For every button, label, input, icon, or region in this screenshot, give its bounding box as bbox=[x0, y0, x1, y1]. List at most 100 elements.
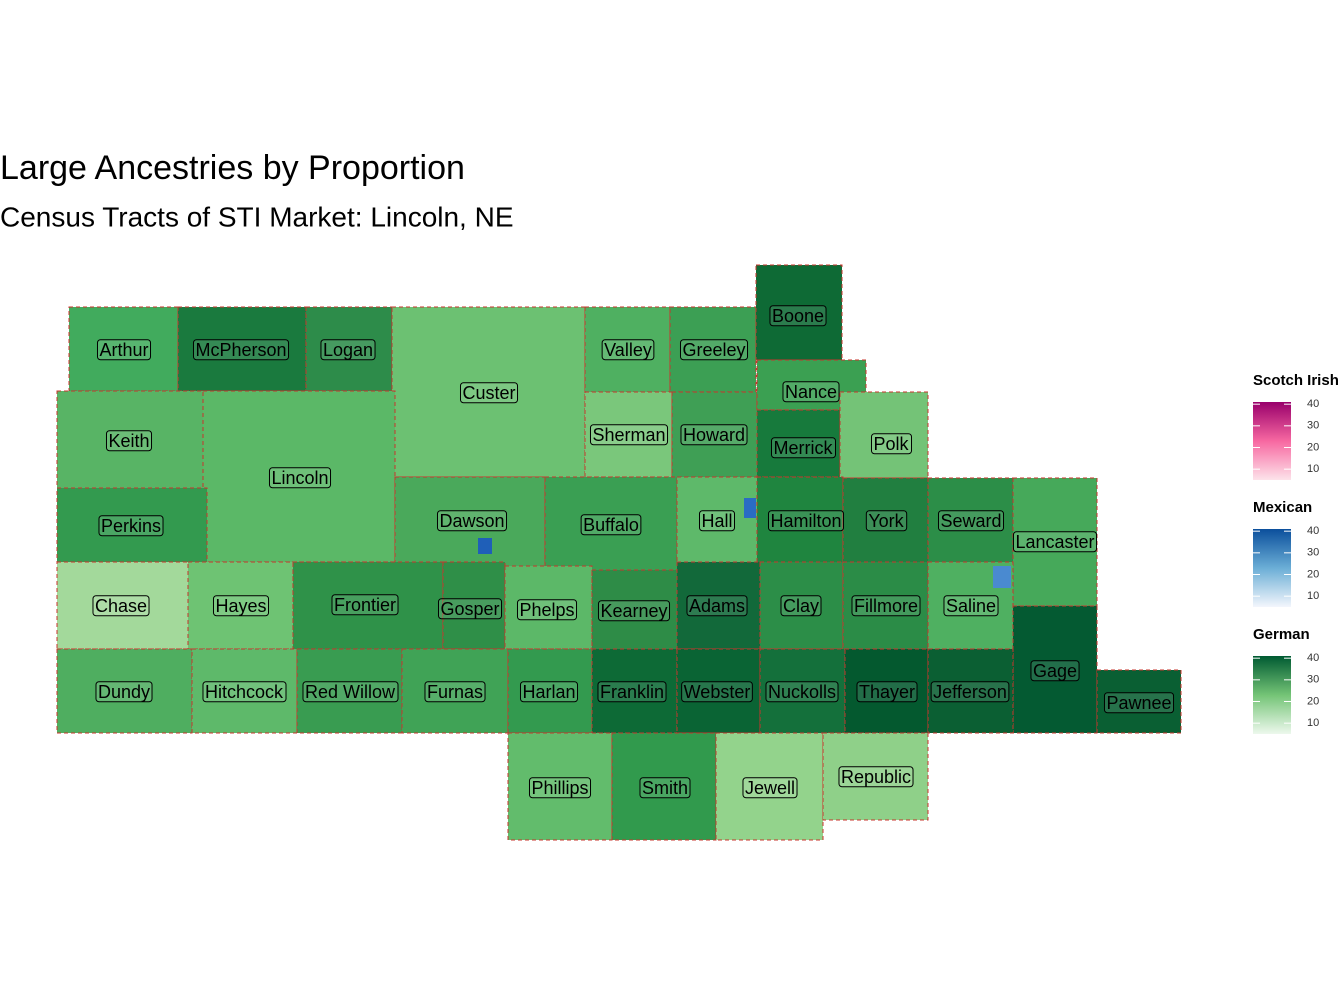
county-label: Dundy bbox=[98, 682, 150, 702]
county bbox=[305, 306, 393, 392]
county bbox=[839, 391, 929, 479]
county bbox=[611, 732, 717, 841]
county-label: McPherson bbox=[195, 340, 286, 360]
label-box bbox=[95, 681, 153, 703]
county-label: Hamilton bbox=[770, 511, 841, 531]
label-box bbox=[937, 510, 1005, 532]
county bbox=[715, 732, 824, 841]
label-box bbox=[679, 339, 749, 361]
legend-tick-label: 40 bbox=[1307, 525, 1319, 537]
county bbox=[507, 732, 613, 841]
subtitle: Census Tracts of STI Market: Lincoln, NE bbox=[0, 201, 514, 232]
label-box bbox=[192, 339, 290, 361]
county-label: Custer bbox=[462, 383, 515, 403]
county bbox=[56, 390, 204, 489]
title: Large Ancestries by Proportion bbox=[0, 149, 465, 187]
label-box bbox=[601, 339, 655, 361]
county bbox=[187, 561, 294, 650]
county bbox=[822, 732, 929, 821]
county-label: Valley bbox=[604, 340, 652, 360]
label-box bbox=[681, 681, 753, 703]
label-box bbox=[742, 777, 798, 799]
label-box bbox=[767, 510, 845, 532]
county bbox=[844, 648, 929, 734]
county bbox=[927, 648, 1014, 734]
label-box bbox=[580, 514, 642, 536]
county bbox=[292, 561, 444, 650]
label-box bbox=[930, 681, 1010, 703]
legend-tick-label: 10 bbox=[1307, 463, 1319, 475]
label-box bbox=[212, 595, 270, 617]
tract-patches bbox=[478, 498, 1011, 588]
county bbox=[676, 648, 761, 734]
county bbox=[842, 477, 929, 564]
county bbox=[591, 569, 678, 650]
label-box bbox=[769, 305, 827, 327]
county-label: Webster bbox=[684, 682, 751, 702]
county-label: Hall bbox=[701, 511, 732, 531]
label-box bbox=[528, 777, 592, 799]
label-box bbox=[698, 510, 736, 532]
county-label: Chase bbox=[95, 596, 147, 616]
label-box bbox=[268, 467, 332, 489]
label-box bbox=[597, 600, 671, 622]
county-label: Lancaster bbox=[1015, 532, 1094, 552]
legend-tick-label: 20 bbox=[1307, 695, 1319, 707]
county bbox=[391, 306, 586, 478]
county-label: Sherman bbox=[592, 425, 665, 445]
label-box bbox=[1103, 692, 1175, 714]
county bbox=[759, 648, 846, 734]
county-label: Howard bbox=[683, 425, 745, 445]
county-label: Harlan bbox=[522, 682, 575, 702]
county-label: Seward bbox=[940, 511, 1001, 531]
county-label: Lincoln bbox=[271, 468, 328, 488]
county bbox=[442, 561, 506, 650]
counties bbox=[56, 264, 1182, 841]
label-box bbox=[105, 430, 153, 452]
legend-tick-label: 30 bbox=[1307, 674, 1319, 686]
county bbox=[759, 561, 844, 650]
county bbox=[756, 476, 844, 564]
label-box bbox=[96, 339, 152, 361]
county-label: Arthur bbox=[99, 340, 148, 360]
label-box bbox=[765, 681, 839, 703]
legend-title: German bbox=[1253, 626, 1310, 643]
label-box bbox=[870, 433, 913, 455]
label-box bbox=[302, 681, 399, 703]
label-box bbox=[1030, 660, 1080, 682]
county bbox=[676, 561, 761, 650]
legend-tick-label: 20 bbox=[1307, 441, 1319, 453]
label-box bbox=[856, 681, 918, 703]
county-label: Hitchcock bbox=[205, 682, 284, 702]
label-box bbox=[92, 595, 150, 617]
county-label: Boone bbox=[772, 306, 824, 326]
label-box bbox=[680, 424, 748, 446]
county-label: Red Willow bbox=[305, 682, 396, 702]
legend-tick-label: 40 bbox=[1307, 652, 1319, 664]
label-box bbox=[780, 595, 822, 617]
county bbox=[504, 565, 593, 650]
label-box bbox=[782, 381, 840, 403]
county-label: Adams bbox=[689, 596, 745, 616]
county bbox=[676, 476, 758, 566]
label-box bbox=[459, 382, 519, 404]
legend-tick-label: 40 bbox=[1307, 398, 1319, 410]
county-label: Logan bbox=[323, 340, 373, 360]
tract-patch bbox=[744, 498, 756, 518]
label-box bbox=[202, 681, 287, 703]
county-label: Kearney bbox=[600, 601, 667, 621]
label-box bbox=[943, 595, 999, 617]
county-label: Phillips bbox=[531, 778, 588, 798]
county bbox=[584, 391, 673, 478]
county-label: Keith bbox=[108, 431, 149, 451]
county bbox=[68, 306, 179, 392]
county-label: York bbox=[868, 511, 904, 531]
county bbox=[191, 648, 298, 734]
label-box bbox=[639, 777, 691, 799]
legend-tick-label: 10 bbox=[1307, 717, 1319, 729]
county-label: Hayes bbox=[215, 596, 266, 616]
label-box bbox=[98, 515, 164, 537]
county bbox=[756, 409, 841, 478]
county-label: Gosper bbox=[440, 599, 499, 619]
county bbox=[56, 648, 193, 734]
